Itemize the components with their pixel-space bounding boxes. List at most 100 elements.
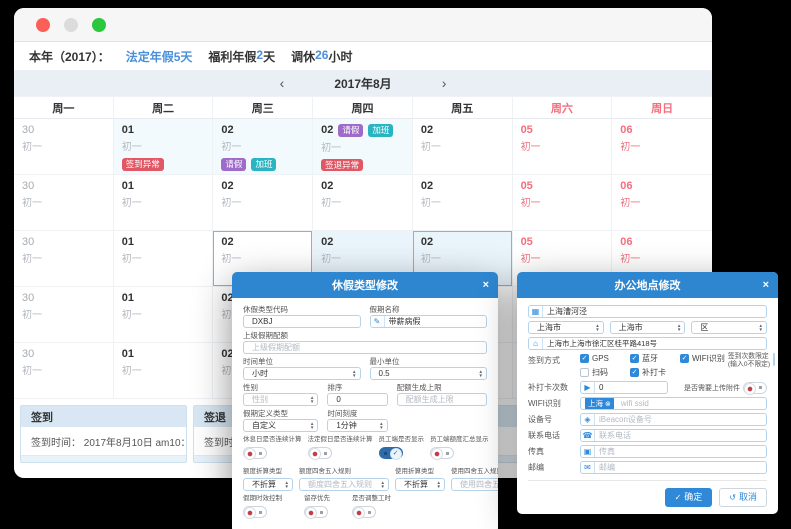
- leave-name-label: 假期名称: [369, 305, 400, 314]
- restday-continuous-toggle[interactable]: [243, 447, 267, 460]
- weekday-header-1: 周一: [14, 97, 114, 118]
- calendar-cell[interactable]: 06 初一: [612, 119, 712, 175]
- calendar-cell[interactable]: 30 初一: [14, 343, 114, 399]
- statutory-leave-quota: 法定年假5天: [125, 49, 193, 64]
- office-name-input[interactable]: ▦ 上海漕河泾: [528, 305, 767, 318]
- calendar-cell[interactable]: 01 初一: [113, 287, 214, 343]
- lunar-label: 初一: [121, 142, 142, 153]
- sort-input[interactable]: 0: [327, 393, 388, 406]
- checkbox-扫码[interactable]: 扫码: [580, 367, 622, 378]
- adjust-hours-toggle[interactable]: [352, 506, 376, 519]
- checkin-limit-label: 签到次数限定 (输入0不限定): [728, 353, 770, 369]
- parent-quota-input[interactable]: 上级假期配额: [243, 341, 487, 354]
- calendar-cell[interactable]: 01 初一: [113, 231, 214, 287]
- close-icon[interactable]: ×: [482, 279, 489, 291]
- employee-visible-toggle[interactable]: [378, 447, 403, 460]
- quota-limit-input[interactable]: 配额生成上限: [396, 393, 487, 406]
- use-round-label: 使用四舍五入规则: [451, 468, 498, 475]
- employee-summary-toggle[interactable]: [430, 447, 454, 460]
- calendar-cell[interactable]: 02 初一: [412, 175, 513, 231]
- checkbox-蓝牙[interactable]: ✓ 蓝牙: [630, 353, 672, 364]
- lunar-label: 初一: [221, 254, 242, 265]
- wifi-tag[interactable]: 上海 ⊗: [585, 398, 614, 409]
- office-modal-footer: ✓ 确定 ↺ 取消: [528, 480, 767, 507]
- calendar-cell[interactable]: 30 初一: [14, 175, 114, 231]
- attachment-required-toggle[interactable]: [743, 381, 767, 395]
- zoom-window-button[interactable]: [92, 17, 106, 32]
- checkbox-WIFI识别[interactable]: ✓ WIFI识别: [680, 353, 725, 364]
- time-unit-select[interactable]: 小时: [243, 367, 361, 380]
- minimize-window-button[interactable]: [64, 17, 78, 32]
- close-icon[interactable]: ×: [762, 279, 769, 291]
- confirm-button[interactable]: ✓ 确定: [664, 488, 713, 507]
- save-icon: ✓: [674, 492, 682, 502]
- calendar-cell[interactable]: 01 初一: [113, 175, 214, 231]
- calendar-cell[interactable]: 30 初一: [14, 231, 114, 287]
- phone-input[interactable]: ☎ 联系电话: [580, 429, 767, 442]
- time-scale-select[interactable]: 1分钟: [327, 419, 388, 432]
- calendar-cell[interactable]: 06 初一: [612, 175, 712, 231]
- use-conversion-label: 使用折算类型: [395, 468, 434, 475]
- badge-签退异常: 签退异常: [321, 158, 364, 171]
- device-input[interactable]: ◈ iBeacon设备号: [580, 413, 767, 426]
- mail-icon: ✉: [581, 462, 595, 473]
- makeup-count-input[interactable]: ▶ 0: [580, 381, 668, 394]
- address-input[interactable]: ⌂ 上海市上海市徐汇区桂平路418号: [528, 337, 767, 350]
- leave-code-value: DXBJ: [252, 317, 273, 326]
- checked-icon: ✓: [580, 354, 589, 363]
- calendar-cell[interactable]: 05 初一: [512, 119, 613, 175]
- leave-code-input[interactable]: DXBJ: [243, 315, 361, 328]
- calendar-cell[interactable]: 02 初一 请假 加班: [213, 119, 314, 175]
- min-unit-value: 0.5: [378, 369, 390, 378]
- round-rule-select[interactable]: 额度四舍五入规则: [299, 478, 389, 491]
- close-window-button[interactable]: [36, 17, 50, 32]
- counter-icon: ▶: [581, 382, 595, 393]
- gender-select[interactable]: 性别: [243, 393, 319, 406]
- definition-type-select[interactable]: 自定义: [243, 419, 319, 432]
- fax-label: 传真: [528, 447, 544, 456]
- badge-row: 请假 加班: [221, 158, 304, 171]
- retain-first-toggle[interactable]: [304, 506, 328, 519]
- date-number: 30: [22, 348, 35, 360]
- expiry-control-toggle[interactable]: [243, 506, 267, 519]
- leave-name-input[interactable]: ✎ 带薪病假: [369, 315, 487, 328]
- calendar-cell[interactable]: 02 初一: [313, 175, 413, 231]
- checkbox-GPS[interactable]: ✓ GPS: [580, 353, 622, 364]
- use-conversion-select[interactable]: 不折算: [395, 478, 445, 491]
- calendar-cell[interactable]: 30 初一: [14, 119, 114, 175]
- fax-input[interactable]: ▣ 传真: [580, 445, 767, 458]
- city-select[interactable]: 上海市: [609, 321, 686, 334]
- calendar-cell[interactable]: 02 初一: [213, 175, 314, 231]
- prev-month-button[interactable]: ‹: [279, 75, 285, 91]
- calendar-cell[interactable]: 30 初一: [14, 287, 114, 343]
- use-round-select[interactable]: 使用四舍五入规则: [451, 478, 498, 491]
- next-month-button[interactable]: ›: [441, 75, 447, 91]
- conversion-type-select[interactable]: 不折算: [243, 478, 293, 491]
- calendar-cell[interactable]: 01 初一签到异常签退异常: [113, 119, 214, 175]
- calendar-cell[interactable]: 02 初一: [412, 119, 513, 175]
- remove-tag-icon[interactable]: ⊗: [605, 400, 611, 408]
- weekday-header-6: 周六: [513, 97, 613, 118]
- lunar-label: 初一: [321, 198, 342, 209]
- calendar-cell[interactable]: 05 初一: [512, 175, 613, 231]
- time-scale-value: 1分钟: [336, 421, 357, 430]
- calendar-cell[interactable]: 02 请假 加班 初一 签退异常: [313, 119, 413, 175]
- attachment-required-label: 是否需要上传附件: [684, 384, 740, 392]
- district-select[interactable]: 区: [691, 321, 767, 334]
- checkin-limit-input[interactable]: ▶ 0: [773, 353, 776, 366]
- holiday-continuous-toggle[interactable]: [307, 447, 332, 460]
- zip-placeholder: 邮编: [599, 463, 615, 472]
- gender-label: 性别: [243, 383, 258, 392]
- calendar-cell[interactable]: 01 初一: [113, 343, 214, 399]
- province-select[interactable]: 上海市: [528, 321, 604, 334]
- wifi-ssid-input[interactable]: 上海 ⊗ wifi ssid: [580, 397, 767, 410]
- date-number: 30: [22, 180, 35, 192]
- badge-加班: 加班: [251, 158, 277, 171]
- cancel-button[interactable]: ↺ 取消: [719, 488, 767, 507]
- min-unit-select[interactable]: 0.5: [369, 367, 487, 380]
- zip-input[interactable]: ✉ 邮编: [580, 461, 767, 474]
- checkbox-补打卡[interactable]: ✓ 补打卡: [630, 367, 672, 378]
- date-number: 02: [420, 180, 434, 192]
- date-number: 01: [121, 236, 134, 248]
